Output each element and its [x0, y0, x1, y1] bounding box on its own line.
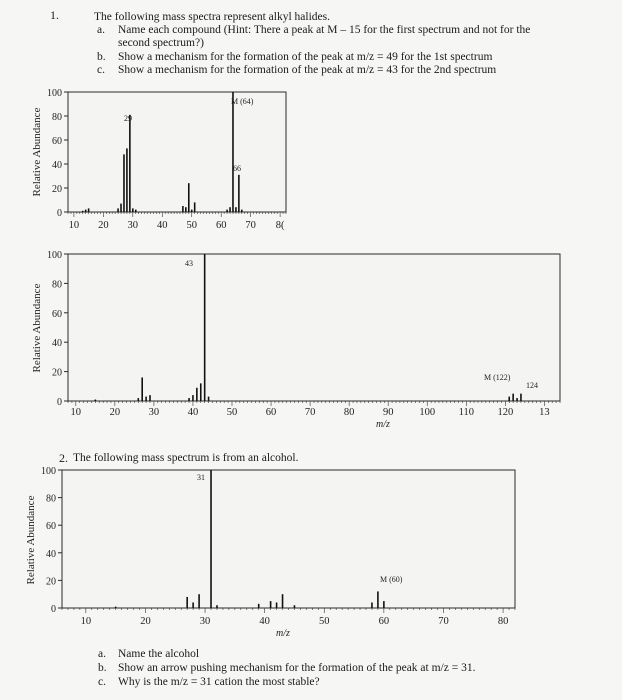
peak-annotation: M (64) [231, 97, 254, 106]
y-tick-label: 60 [52, 136, 62, 147]
x-axis-label: m/z [376, 419, 390, 430]
x-tick-label: 40 [157, 220, 168, 231]
x-tick-label: 100 [419, 407, 435, 418]
question-1-number: 1. [50, 8, 59, 22]
y-tick-label: 100 [47, 88, 62, 99]
q1-item-a-letter: a. [97, 24, 105, 36]
peak-annotation: 29 [124, 114, 132, 123]
peak-annotation: 124 [526, 381, 538, 390]
y-tick-label: 100 [47, 250, 62, 261]
x-tick-label: 60 [216, 220, 227, 231]
y-axis-label: Relative Abundance [25, 495, 37, 584]
x-tick-label: 30 [128, 220, 139, 231]
x-tick-label: 13 [539, 407, 550, 418]
q2-item-a-letter: a. [98, 648, 106, 660]
x-tick-label: 50 [319, 616, 330, 627]
y-tick-label: 40 [46, 549, 56, 560]
plot-frame [61, 469, 516, 609]
x-tick-label: 60 [379, 616, 390, 627]
x-tick-label: 30 [149, 407, 160, 418]
q2-item-c-text: Why is the m/z = 31 cation the most stab… [118, 676, 320, 688]
peak-annotation: 66 [233, 164, 241, 173]
x-tick-label: 50 [227, 407, 238, 418]
y-tick-label: 40 [52, 160, 62, 171]
y-tick-label: 0 [57, 397, 62, 408]
peak-annotation: M (60) [380, 575, 403, 584]
q1-item-a-text-cont: second spectrum?) [118, 37, 204, 49]
x-axis-label: m/z [276, 628, 290, 639]
y-axis-label: Relative Abundance [31, 107, 43, 196]
mass-spectrum-3: 0 20 40 60 80 100 10 20 30 40 50 60 70 80 Relative Abu… [25, 466, 516, 639]
question-2-number: 2. [59, 451, 68, 465]
x-tick-label: 10 [81, 616, 92, 627]
y-tick-label: 20 [52, 184, 62, 195]
x-tick-label: 70 [245, 220, 256, 231]
x-tick-label: 20 [140, 616, 151, 627]
q2-item-b-text: Show an arrow pushing mechanism for the … [118, 662, 476, 674]
x-tick-label: 30 [200, 616, 211, 627]
q1-item-c-text: Show a mechanism for the formation of th… [118, 64, 497, 76]
q1-item-c-letter: c. [97, 64, 105, 76]
y-tick-label: 20 [46, 576, 56, 587]
question-1-intro: The following mass spectra represent alk… [94, 11, 330, 23]
mass-spectrum-2: 0 20 40 60 80 100 10 20 30 40 50 60 70 80 90 100 110 120 1… [31, 250, 561, 430]
plot-frame [67, 91, 287, 213]
y-tick-label: 80 [46, 494, 56, 505]
x-tick-label: 20 [98, 220, 109, 231]
y-tick-label: 20 [52, 368, 62, 379]
x-tick-label: 120 [497, 407, 513, 418]
x-tick-label: 80 [498, 616, 509, 627]
q2-item-a-text: Name the alcohol [118, 648, 200, 660]
mass-spectrum-1: 0 20 40 60 80 100 10 20 30 40 50 60 70 8( Relative Abu… [31, 88, 287, 231]
x-tick-label: 70 [305, 407, 316, 418]
y-tick-label: 0 [57, 208, 62, 219]
q2-item-b-letter: b. [98, 662, 107, 674]
x-tick-label: 110 [459, 407, 474, 418]
plot-frame [67, 253, 561, 402]
y-tick-label: 80 [52, 112, 62, 123]
y-tick-label: 60 [52, 309, 62, 320]
y-axis-label: Relative Abundance [31, 283, 43, 372]
x-tick-label: 70 [438, 616, 449, 627]
y-tick-label: 80 [52, 279, 62, 290]
x-tick-label: 60 [266, 407, 277, 418]
x-tick-label: 8( [276, 220, 285, 231]
y-tick-label: 100 [41, 466, 56, 477]
q1-item-a-text: Name each compound (Hint: There a peak a… [118, 24, 531, 36]
x-tick-label: 40 [188, 407, 199, 418]
q1-item-b-letter: b. [97, 51, 106, 63]
x-tick-label: 10 [69, 220, 80, 231]
peak-annotation: 31 [197, 473, 205, 482]
peak-annotation: 43 [185, 259, 193, 268]
x-tick-label: 10 [71, 407, 82, 418]
x-tick-label: 90 [383, 407, 394, 418]
peak-annotation: M (122) [484, 373, 511, 382]
x-tick-label: 40 [259, 616, 270, 627]
q1-item-b-text: Show a mechanism for the formation of th… [118, 51, 493, 63]
q2-item-c-letter: c. [98, 676, 106, 688]
question-2-intro: The following mass spectrum is from an a… [73, 452, 299, 464]
y-tick-label: 60 [46, 521, 56, 532]
x-tick-label: 50 [186, 220, 197, 231]
x-tick-label: 80 [344, 407, 355, 418]
y-tick-label: 0 [51, 604, 56, 615]
y-tick-label: 40 [52, 338, 62, 349]
x-tick-label: 20 [110, 407, 121, 418]
